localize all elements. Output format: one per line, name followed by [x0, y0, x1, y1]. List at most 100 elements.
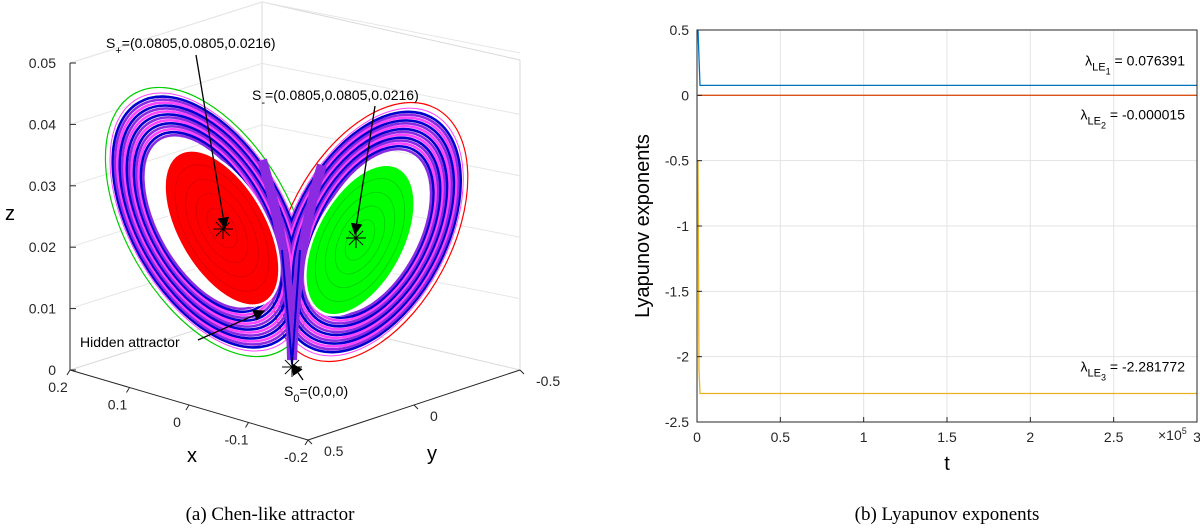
x-tick-label: -0.2 [284, 449, 308, 465]
z-tick-label: 0.01 [29, 301, 56, 317]
caption-b: (b) Lyapunov exponents [855, 504, 1040, 525]
outer-loop-left [104, 86, 312, 358]
band-ring-right [300, 139, 440, 325]
outer-loop-right [276, 107, 464, 357]
z-tick-label: 0.03 [29, 178, 56, 194]
band-ring-right [280, 113, 460, 351]
x-tick-label: 2.5 [1104, 429, 1124, 445]
y-tick-label: 0 [681, 87, 689, 103]
x-tick [185, 404, 190, 411]
svg-text:S+=(0.0805,0.0805,0.0216): S+=(0.0805,0.0805,0.0216) [106, 35, 276, 57]
t-axis-label: t [944, 453, 950, 475]
left-core-ring [185, 178, 259, 278]
annotation-hidden: Hidden attractor [80, 309, 266, 350]
x-tick [66, 369, 71, 376]
s-plus-rest: =(0.0805,0.0805,0.0216) [122, 35, 276, 51]
x-tick [126, 387, 130, 393]
band-ring-right [277, 110, 463, 354]
annotation-s-zero: S0=(0,0,0) [284, 363, 348, 405]
s-minus-base: S [252, 87, 261, 103]
band-ring-right [303, 142, 437, 322]
lyapunov-plot: 0 0.5 1 1.5 2 2.5 3 0.5 0 -0.5 -1 -1.5 -2 -2.5 λLE1 … [632, 22, 1200, 525]
svg-text:S-=(0.0805,0.0805,0.0216): S-=(0.0805,0.0805,0.0216) [252, 87, 419, 109]
x-tick-label: 2 [1026, 429, 1034, 445]
s-zero-rest: =(0,0,0) [299, 383, 348, 399]
band-ring-right [282, 116, 458, 348]
z-tick-label: 0 [48, 362, 56, 378]
x-tick-label: -0.1 [224, 432, 248, 448]
band-ring-left [127, 116, 289, 328]
z-grid-line [261, 1, 521, 54]
right-core-ring [324, 191, 396, 289]
s-minus-arrow [350, 105, 376, 236]
series-line-1 [697, 29, 1197, 87]
y-tick-label: -0.5 [536, 373, 560, 389]
left-core-ring [206, 207, 238, 249]
svg-text:S0=(0,0,0): S0=(0,0,0) [284, 383, 348, 405]
x-axis-label: x [187, 445, 197, 467]
x-tick [245, 422, 249, 428]
y-tick [519, 369, 525, 375]
z-axis-label: z [5, 203, 15, 225]
s-plus-base: S [106, 35, 115, 51]
y-tick [413, 404, 419, 410]
right-core-ring [314, 178, 406, 302]
x-tick-label: 0.5 [771, 429, 791, 445]
caption-a: (a) Chen-like attractor [186, 504, 355, 525]
series-label-1: λLE1 = 0.076391 [1085, 52, 1185, 76]
s-zero-base: S [284, 383, 293, 399]
s-zero-arrow [291, 363, 304, 381]
y-tick-label: 0.5 [324, 443, 344, 459]
y-tick-label: 0.5 [670, 22, 690, 38]
z-grid-line [261, 62, 521, 115]
z-grid-line [69, 1, 263, 64]
z-tick-labels: 0 0.01 0.02 0.03 0.04 0.05 [29, 55, 76, 378]
y-tick-label: -1.5 [665, 283, 689, 299]
band-ring-right [296, 133, 444, 331]
left-core-ring [174, 164, 270, 292]
left-core-ring [195, 193, 249, 263]
outer-loop-left [109, 92, 307, 352]
hidden-attractor-label: Hidden attractor [80, 334, 180, 350]
z-tick-label: 0.04 [29, 116, 56, 132]
series-label-3: λLE3 = -2.281772 [1081, 358, 1186, 382]
y-tick [307, 439, 313, 445]
x-tick-label: 1.5 [937, 429, 957, 445]
outer-loop-right [271, 101, 469, 363]
hidden-arrow [197, 309, 266, 341]
equilibrium-s-plus-marker [213, 219, 233, 239]
x-tick-label: 3 [1193, 429, 1200, 445]
x-tick-label: 1 [860, 429, 868, 445]
y-tick-label: -2 [677, 349, 690, 365]
right-core-ring [334, 205, 386, 275]
s-plus-sub: + [115, 45, 121, 57]
x-tick-label: 0.1 [108, 397, 128, 413]
right-core [304, 163, 416, 317]
x-tick-labels: 0.2 0.1 0 -0.1 -0.2 [48, 369, 309, 465]
s-plus-arrow [195, 54, 230, 230]
x-tick-label: 0 [693, 429, 701, 445]
series-line-3 [697, 160, 1197, 395]
y-axis-label: y [427, 443, 437, 465]
y-tick-label: -0.5 [665, 153, 689, 169]
x-multiplier: ×105 [1158, 426, 1187, 443]
series-labels: λLE1 = 0.076391 λLE2 = -0.000015 λLE3 = -2… [1081, 52, 1186, 382]
annotation-s-minus: S-=(0.0805,0.0805,0.0216) [252, 87, 419, 236]
annotation-s-plus: S+=(0.0805,0.0805,0.0216) [106, 35, 276, 230]
lyapunov-axis-label: Lyapunov exponents [632, 134, 654, 318]
band-ring-left [125, 113, 291, 331]
right-core-ring [344, 219, 376, 261]
attractor-plot: 00.010.020.030.040.05 0.20.10-0.1-0.2 -0… [5, 1, 560, 525]
x-tick-label: 0 [173, 414, 181, 430]
z-grid-line [69, 62, 263, 125]
series-label-2: λLE2 = -0.000015 [1081, 106, 1186, 130]
x-tick [304, 439, 309, 446]
s-zero-sub: 0 [293, 393, 299, 405]
band-ring-right [298, 136, 442, 328]
y-tick-labels: 0.5 0 -0.5 -1 -1.5 -2 -2.5 [665, 22, 702, 430]
x-tick-labels: 0 0.5 1 1.5 2 2.5 3 [693, 417, 1200, 445]
z-tick-label: 0.02 [29, 239, 56, 255]
y-tick-label: -2.5 [665, 414, 689, 430]
z-tick-label: 0.05 [29, 55, 56, 71]
